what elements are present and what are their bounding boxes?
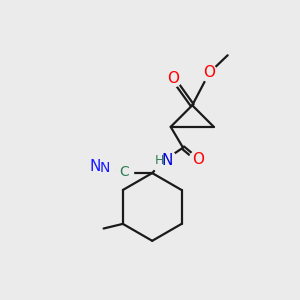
Text: N: N <box>89 159 101 174</box>
Text: O: O <box>167 71 179 86</box>
Text: H: H <box>155 154 165 167</box>
Text: N: N <box>161 153 172 168</box>
Text: O: O <box>203 65 215 80</box>
Text: C: C <box>120 165 129 179</box>
Text: O: O <box>192 152 204 167</box>
Text: N: N <box>100 161 110 176</box>
